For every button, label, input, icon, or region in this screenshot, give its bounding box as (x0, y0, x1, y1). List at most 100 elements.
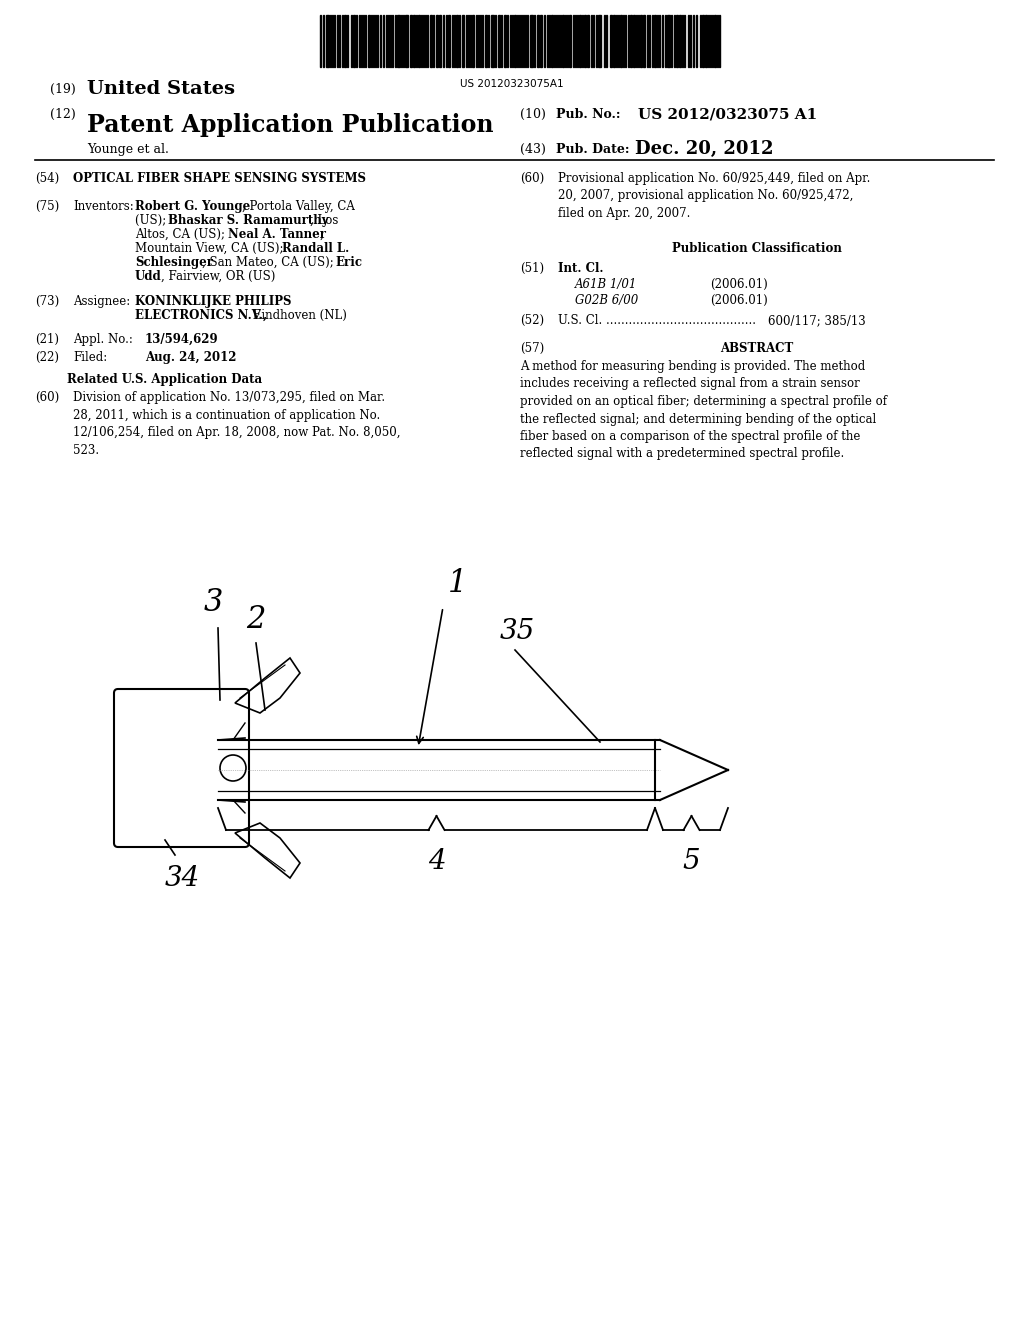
Text: KONINKLIJKE PHILIPS: KONINKLIJKE PHILIPS (135, 294, 292, 308)
Bar (368, 15, 370, 67)
Text: Provisional application No. 60/925,449, filed on Apr.
20, 2007, provisional appl: Provisional application No. 60/925,449, … (558, 172, 870, 220)
Text: Udd: Udd (135, 271, 162, 282)
Bar (640, 15, 642, 67)
Text: 2: 2 (247, 605, 265, 635)
Bar (610, 15, 612, 67)
Bar (456, 15, 458, 67)
Text: ABSTRACT: ABSTRACT (720, 342, 794, 355)
Text: Patent Application Publication: Patent Application Publication (87, 114, 494, 137)
Bar (462, 15, 464, 67)
Text: (19): (19) (50, 83, 76, 96)
Text: Eindhoven (NL): Eindhoven (NL) (249, 309, 347, 322)
Text: (75): (75) (35, 201, 59, 213)
Bar (514, 15, 516, 67)
Text: Robert G. Younge: Robert G. Younge (135, 201, 250, 213)
Text: 600/117; 385/13: 600/117; 385/13 (768, 314, 865, 327)
Text: (54): (54) (35, 172, 59, 185)
Text: Inventors:: Inventors: (73, 201, 134, 213)
Text: ELECTRONICS N.V.,: ELECTRONICS N.V., (135, 309, 267, 322)
Text: 1: 1 (449, 568, 467, 599)
Bar (620, 15, 622, 67)
Text: (12): (12) (50, 108, 76, 121)
Text: Related U.S. Application Data: Related U.S. Application Data (68, 374, 262, 385)
Text: Eric: Eric (335, 256, 362, 269)
Text: (73): (73) (35, 294, 59, 308)
Text: Appl. No.:: Appl. No.: (73, 333, 133, 346)
Text: Assignee:: Assignee: (73, 294, 130, 308)
Bar (397, 15, 400, 67)
Bar (410, 15, 412, 67)
Bar (579, 15, 581, 67)
Bar (702, 15, 705, 67)
Text: , Fairview, OR (US): , Fairview, OR (US) (161, 271, 275, 282)
Text: A method for measuring bending is provided. The method
includes receiving a refl: A method for measuring bending is provid… (520, 360, 887, 461)
Bar (485, 15, 487, 67)
Bar (472, 15, 474, 67)
Text: (10): (10) (520, 108, 546, 121)
Bar (498, 15, 500, 67)
Bar (406, 15, 408, 67)
Text: (60): (60) (35, 391, 59, 404)
Bar (705, 15, 707, 67)
Text: (2006.01): (2006.01) (710, 294, 768, 308)
Text: , San Mateo, CA (US);: , San Mateo, CA (US); (202, 256, 338, 269)
Bar (530, 15, 534, 67)
Text: Pub. Date:: Pub. Date: (556, 143, 630, 156)
Text: Pub. No.:: Pub. No.: (556, 108, 621, 121)
Text: (51): (51) (520, 261, 544, 275)
Bar (436, 15, 438, 67)
Text: ,: , (319, 228, 324, 242)
Text: (21): (21) (35, 333, 59, 346)
Text: 3: 3 (204, 587, 222, 618)
Text: (60): (60) (520, 172, 544, 185)
Bar (430, 15, 432, 67)
Text: 35: 35 (500, 618, 536, 645)
Text: United States: United States (87, 81, 234, 98)
Text: Randall L.: Randall L. (282, 242, 349, 255)
Text: 34: 34 (165, 865, 201, 892)
Bar (598, 15, 601, 67)
Text: Int. Cl.: Int. Cl. (558, 261, 603, 275)
Text: OPTICAL FIBER SHAPE SENSING SYSTEMS: OPTICAL FIBER SHAPE SENSING SYSTEMS (73, 172, 366, 185)
Text: , Portola Valley, CA: , Portola Valley, CA (242, 201, 355, 213)
Text: Younge et al.: Younge et al. (87, 143, 169, 156)
Bar (630, 15, 632, 67)
Text: (43): (43) (520, 143, 546, 156)
Text: 5: 5 (683, 847, 700, 875)
Bar (714, 15, 716, 67)
Bar (353, 15, 355, 67)
Bar (413, 15, 415, 67)
Bar (326, 15, 329, 67)
Bar (537, 15, 539, 67)
Text: (57): (57) (520, 342, 544, 355)
Text: Mountain View, CA (US);: Mountain View, CA (US); (135, 242, 288, 255)
Bar (344, 15, 346, 67)
Text: Bhaskar S. Ramamurthy: Bhaskar S. Ramamurthy (168, 214, 329, 227)
Text: US 2012/0323075 A1: US 2012/0323075 A1 (638, 108, 817, 121)
Bar (562, 15, 564, 67)
Bar (643, 15, 645, 67)
Text: , Los: , Los (310, 214, 338, 227)
Text: (52): (52) (520, 314, 544, 327)
Text: 13/594,629: 13/594,629 (145, 333, 219, 346)
Bar (679, 15, 681, 67)
Bar (504, 15, 506, 67)
Text: U.S. Cl. ........................................: U.S. Cl. ...............................… (558, 314, 756, 327)
Text: 4: 4 (428, 847, 445, 875)
Bar (633, 15, 635, 67)
Bar (551, 15, 553, 67)
Bar (584, 15, 586, 67)
Bar (418, 15, 420, 67)
Text: Schlesinger: Schlesinger (135, 256, 213, 269)
Text: Neal A. Tanner: Neal A. Tanner (228, 228, 326, 242)
Text: A61B 1/01: A61B 1/01 (575, 279, 637, 290)
Bar (569, 15, 571, 67)
Text: (US);: (US); (135, 214, 170, 227)
Text: US 20120323075A1: US 20120323075A1 (460, 79, 564, 88)
Text: Aug. 24, 2012: Aug. 24, 2012 (145, 351, 237, 364)
Text: Filed:: Filed: (73, 351, 108, 364)
Text: G02B 6/00: G02B 6/00 (575, 294, 638, 308)
Bar (654, 15, 656, 67)
Bar (667, 15, 670, 67)
Bar (439, 15, 441, 67)
